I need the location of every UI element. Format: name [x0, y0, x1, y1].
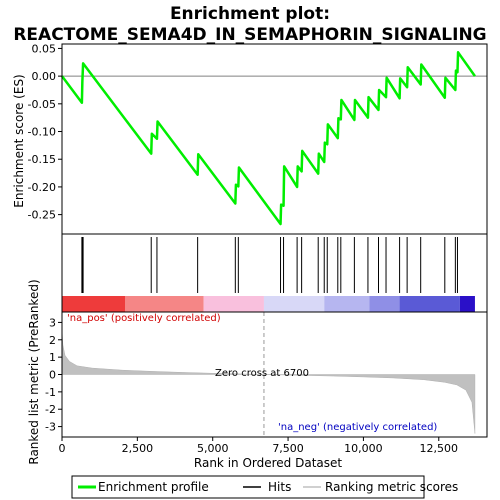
- x-tick-label: 10,000: [344, 442, 383, 455]
- es-y-tick-label: -0.05: [28, 98, 56, 111]
- es-plot-area: [62, 44, 487, 234]
- legend: Enrichment profile Hits Ranking metric s…: [71, 475, 458, 499]
- x-tick-label: 7,500: [272, 442, 304, 455]
- chart-title-line1: Enrichment plot:: [170, 4, 330, 24]
- es-y-tick-label: 0.05: [32, 42, 57, 55]
- es-y-tick-label: -0.10: [28, 126, 56, 139]
- x-tick-label: 0: [59, 442, 66, 455]
- x-tick-label: 2,500: [122, 442, 154, 455]
- legend-label-enrichment: Enrichment profile: [98, 480, 209, 494]
- es-panel: 0.05 0.00 -0.05 -0.10 -0.15 -0.20 -0.25: [28, 42, 488, 235]
- es-y-axis-label: Enrichment score (ES): [12, 74, 26, 207]
- es-y-tick-label: 0.00: [32, 70, 57, 83]
- metric-y-tick-label: 1: [49, 351, 56, 364]
- hits-area: [62, 234, 487, 296]
- rank-colorbar-segment: [324, 296, 370, 312]
- metric-y-tick-label: 2: [49, 334, 56, 347]
- x-tick-label: 5,000: [197, 442, 229, 455]
- es-y-tick-label: -0.15: [28, 153, 56, 166]
- enrichment-profile-line: [60, 51, 476, 226]
- rank-colorbar-segment: [369, 296, 400, 312]
- rank-colorbar-segment: [263, 296, 325, 312]
- x-axis-label: Rank in Ordered Dataset: [194, 456, 342, 470]
- zero-cross-label: Zero cross at 6700: [215, 368, 309, 379]
- rank-colorbar-segment: [125, 296, 204, 312]
- metric-y-axis-label: Ranked list metric (PreRanked): [27, 279, 41, 464]
- legend-label-ranking: Ranking metric scores: [325, 480, 458, 494]
- rank-colorbar-segment: [459, 296, 475, 312]
- x-tick-label: 12,500: [420, 442, 459, 455]
- es-y-tick-label: -0.20: [28, 181, 56, 194]
- neg-correlated-label: 'na_neg' (negatively correlated): [278, 422, 437, 433]
- pos-correlated-label: 'na_pos' (positively correlated): [67, 313, 221, 324]
- es-y-tick-label: -0.25: [28, 209, 56, 222]
- metric-y-tick-label: 3: [49, 316, 56, 329]
- rank-colorbar-segment: [62, 296, 126, 312]
- metric-y-tick-label: -2: [45, 403, 56, 416]
- metric-y-tick-label: 0: [49, 369, 56, 382]
- metric-y-tick-label: -3: [45, 421, 56, 434]
- legend-label-hits: Hits: [268, 480, 291, 494]
- metric-panel: 3 2 1 0 -1 -2 -3: [45, 311, 488, 438]
- metric-y-tick-label: -1: [45, 386, 56, 399]
- rank-colorbar-segment: [399, 296, 460, 312]
- x-axis: 0 2,500 5,000 7,500 10,000 12,500: [59, 437, 459, 455]
- ranking-metric-area: [61, 329, 476, 434]
- metric-plot-frame: [61, 311, 488, 438]
- hits-panel: [61, 233, 488, 313]
- rank-colorbar-segment: [203, 296, 264, 312]
- chart-title-line2: REACTOME_SEMA4D_IN_SEMAPHORIN_SIGNALING: [13, 25, 486, 45]
